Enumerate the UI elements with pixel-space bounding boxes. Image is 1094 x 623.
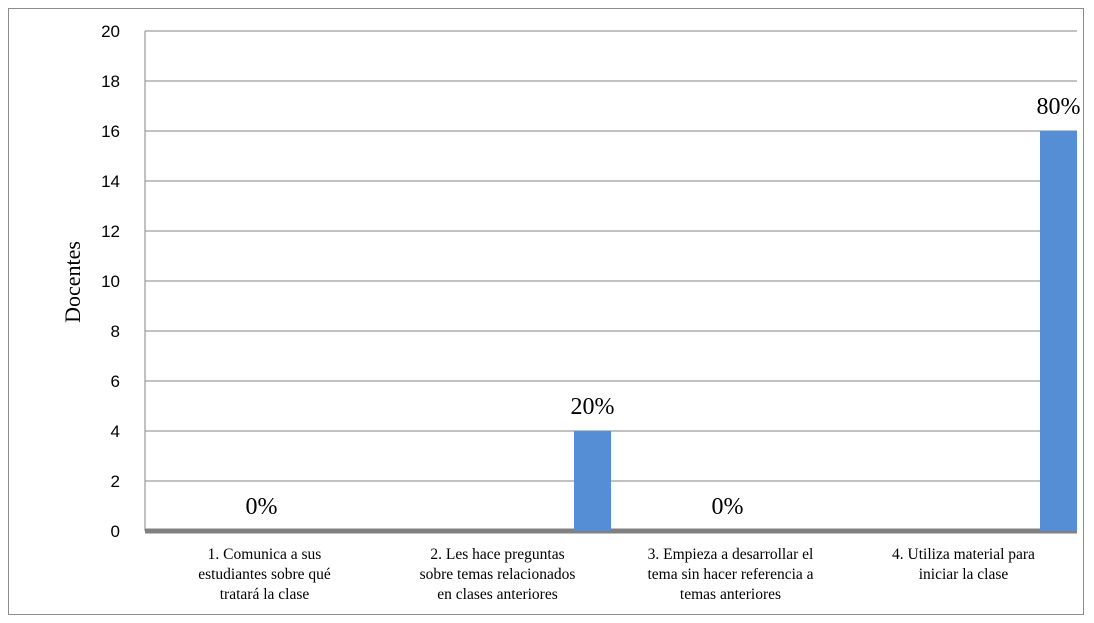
x-category-label: 4. Utiliza material para — [892, 546, 1035, 563]
y-tick-label: 16 — [101, 122, 120, 141]
y-tick-label: 10 — [101, 272, 120, 291]
x-category-label: estudiantes sobre qué — [198, 566, 331, 583]
y-tick-label: 0 — [111, 522, 120, 541]
bar — [1040, 131, 1077, 531]
data-label: 0% — [712, 494, 744, 520]
y-axis-label: Docentes — [60, 241, 85, 323]
y-tick-label: 20 — [101, 22, 120, 41]
x-category-label: 2. Les hace preguntas — [430, 546, 564, 563]
y-tick-label: 4 — [111, 422, 120, 441]
y-tick-label: 14 — [101, 172, 120, 191]
x-category-label: 3. Empieza a desarrollar el — [648, 546, 814, 563]
data-label: 20% — [571, 394, 615, 420]
chart-frame — [8, 8, 1084, 615]
y-tick-label: 12 — [101, 222, 120, 241]
bar — [574, 431, 611, 531]
y-tick-label: 8 — [111, 322, 120, 341]
data-label: 0% — [246, 494, 278, 520]
x-category-label: en clases anteriores — [437, 586, 558, 603]
y-tick-label: 2 — [111, 472, 120, 491]
x-category-label: iniciar la clase — [919, 566, 1009, 583]
x-category-label: temas anteriores — [680, 586, 781, 603]
x-category-label: sobre temas relacionados — [420, 566, 576, 583]
data-label: 80% — [1037, 94, 1081, 120]
y-tick-label: 6 — [111, 372, 120, 391]
x-category-label: tratará la clase — [220, 586, 310, 603]
y-tick-label: 18 — [101, 72, 120, 91]
x-category-label: tema sin hacer referencia a — [647, 566, 813, 583]
x-category-label: 1. Comunica a sus — [208, 546, 322, 563]
